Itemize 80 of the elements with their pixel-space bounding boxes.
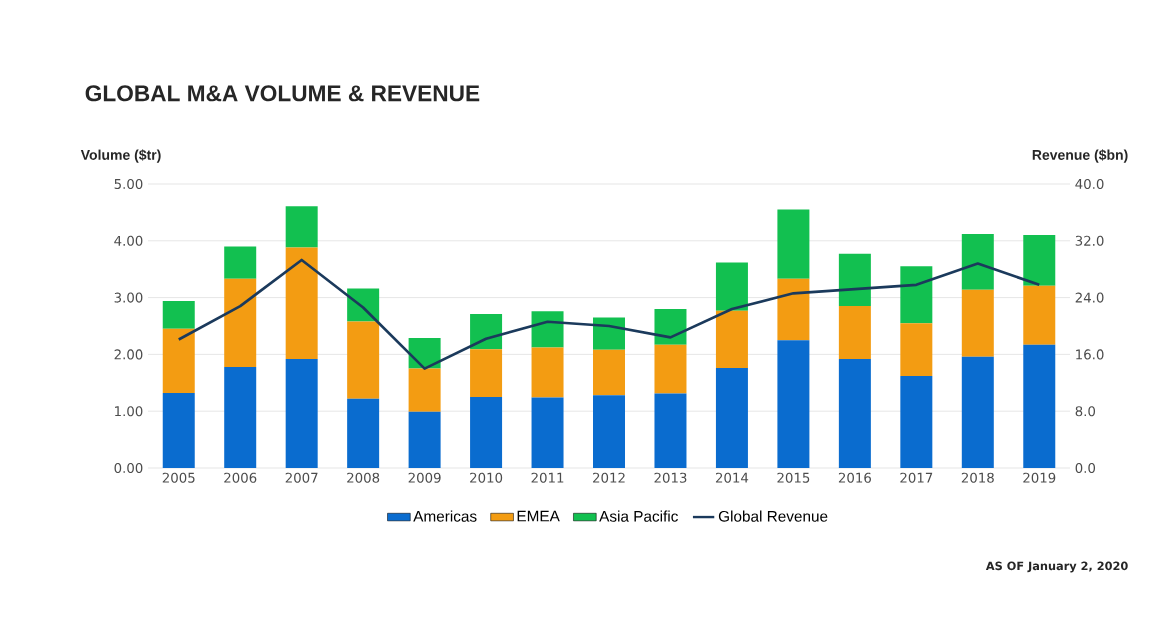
bar — [408, 337, 441, 369]
bar — [224, 278, 257, 367]
bar — [838, 253, 871, 307]
x-tick-label: 2005 — [162, 472, 195, 483]
y2-tick-label: 40.0 — [1075, 178, 1104, 190]
x-tick-label: 2016 — [838, 472, 871, 483]
bar — [347, 321, 380, 399]
y-axis-title: Volume ($tr) — [80, 149, 161, 163]
bar — [531, 347, 564, 398]
x-tick-label: 2014 — [715, 472, 749, 483]
bar — [715, 368, 748, 468]
bar — [224, 366, 257, 468]
chart-title: GLOBAL M&A VOLUME & REVENUE — [85, 85, 480, 102]
x-tick-label: 2008 — [347, 472, 380, 483]
bar — [961, 233, 994, 290]
bar — [1023, 285, 1056, 345]
x-tick-label: 2006 — [224, 472, 257, 483]
bar — [285, 247, 318, 359]
y2-tick-label: 16.0 — [1076, 349, 1104, 360]
bar — [347, 398, 380, 468]
bar — [654, 308, 687, 345]
bar — [470, 396, 503, 468]
line-series — [177, 258, 1041, 370]
bar — [470, 314, 503, 350]
legend-label: Asia Pacific — [599, 510, 678, 522]
text: AS OF January 2, 2020 — [985, 561, 1128, 573]
bar — [1023, 344, 1056, 468]
bar — [715, 262, 748, 311]
y-tick-label: 1.00 — [115, 406, 143, 417]
bar — [162, 393, 195, 468]
bar — [162, 301, 195, 329]
bar — [900, 323, 933, 376]
y2-axis-title: Revenue ($bn) — [1032, 149, 1128, 163]
bar — [470, 349, 503, 397]
x-tick-label: 2009 — [408, 472, 441, 483]
bar — [838, 358, 871, 468]
x-tick-label: 2015 — [777, 472, 810, 483]
bar — [593, 349, 626, 396]
y-tick-label: 3.00 — [114, 292, 143, 303]
x-tick-label: 2019 — [1023, 472, 1056, 483]
bar — [593, 317, 626, 350]
bar — [777, 340, 810, 468]
x-tick-label: 2018 — [961, 472, 994, 483]
bar — [408, 368, 441, 412]
bar — [715, 310, 748, 369]
bar — [285, 358, 318, 468]
y-tick-label: 4.00 — [114, 235, 143, 246]
bar — [961, 289, 994, 357]
bar — [408, 411, 441, 468]
bar — [654, 393, 687, 468]
y2-tick-label: 0.0 — [1075, 462, 1096, 474]
bar — [531, 397, 564, 468]
x-tick-label: 2017 — [900, 472, 933, 483]
y2-tick-label: 8.0 — [1075, 406, 1096, 417]
bar — [654, 344, 687, 394]
bar — [224, 246, 257, 279]
x-tick-label: 2012 — [593, 472, 625, 483]
y2-tick-label: 24.0 — [1075, 292, 1104, 303]
bar — [593, 395, 626, 468]
bar — [838, 306, 871, 359]
y2-tick-label: 32.0 — [1075, 235, 1104, 246]
bar — [1023, 235, 1056, 286]
bar — [961, 356, 994, 468]
legend-label: Americas — [413, 510, 477, 522]
y-tick-label: 2.00 — [114, 349, 143, 360]
legend-label: Global Revenue — [718, 510, 828, 522]
x-tick-label: 2011 — [531, 472, 564, 483]
x-tick-label: 2013 — [654, 472, 687, 483]
x-tick-label: 2010 — [470, 472, 503, 483]
bar — [531, 311, 564, 348]
y-tick-label: 0.00 — [114, 462, 143, 474]
bar — [777, 278, 810, 341]
legend-label: EMEA — [517, 510, 560, 522]
bar — [777, 209, 810, 279]
y-tick-label: 5.00 — [114, 178, 143, 190]
bar — [162, 328, 195, 394]
bar — [900, 375, 933, 468]
bar — [285, 206, 318, 248]
x-tick-label: 2007 — [285, 472, 318, 483]
bar — [900, 266, 933, 324]
